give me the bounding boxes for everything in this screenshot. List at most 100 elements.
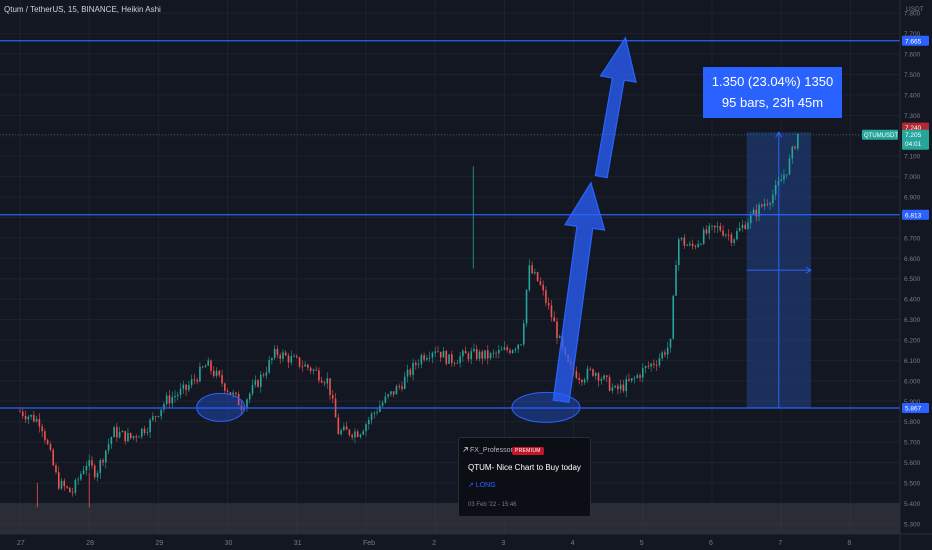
candle-body xyxy=(445,350,448,364)
candle-body xyxy=(77,479,79,481)
level-price-tag: 6.813 xyxy=(905,212,922,219)
candle-body xyxy=(797,133,799,149)
candle-body xyxy=(52,450,55,466)
candle-body xyxy=(514,348,517,351)
candle-body xyxy=(287,355,290,363)
candle-body xyxy=(132,436,135,439)
y-tick-label: 6.600 xyxy=(904,256,921,263)
candle-body xyxy=(307,364,309,368)
candle-body xyxy=(583,379,586,383)
candle-body xyxy=(484,350,486,359)
candle-body xyxy=(417,364,420,365)
candle-body xyxy=(251,384,254,394)
candle-body xyxy=(176,394,179,397)
measure-tooltip: 1.350 (23.04%) 1350 95 bars, 23h 45m xyxy=(703,67,842,118)
candle-body xyxy=(116,427,118,438)
idea-title[interactable]: QTUM- Nice Chart to Buy today xyxy=(468,463,581,472)
candle-body xyxy=(229,392,232,395)
idea-card[interactable]: FX_Professor PREMIUM QTUM- Nice Chart to… xyxy=(458,437,591,517)
candle-body xyxy=(359,434,362,437)
candle-body xyxy=(650,363,652,367)
candle-body xyxy=(545,290,547,303)
candle-body xyxy=(531,265,533,274)
candle-body xyxy=(384,396,387,403)
candle-body xyxy=(713,225,716,228)
candle-body xyxy=(788,158,791,175)
candle-body xyxy=(614,385,616,388)
candle-body xyxy=(315,369,317,371)
level-price-tag-bg xyxy=(902,209,929,220)
x-tick-label: 30 xyxy=(225,540,233,547)
candle-body xyxy=(254,380,257,385)
y-tick-label: 5.600 xyxy=(904,460,921,467)
candle-body xyxy=(232,392,234,395)
candle-body xyxy=(475,348,478,359)
price-axis-bg xyxy=(900,0,932,550)
candle-body xyxy=(340,430,342,435)
x-tick-label: 7 xyxy=(778,540,782,547)
candle-body xyxy=(96,472,99,478)
candle-body xyxy=(575,370,578,379)
candle-body xyxy=(603,375,605,380)
candle-body xyxy=(218,370,221,376)
candle-body xyxy=(741,224,744,228)
candle-body xyxy=(237,393,240,406)
candle-body xyxy=(478,351,481,359)
y-tick-label: 5.700 xyxy=(904,440,921,447)
candle-body xyxy=(675,265,677,296)
candle-body xyxy=(124,431,126,442)
candle-body xyxy=(498,349,500,354)
candle-body xyxy=(146,432,149,434)
y-tick-label: 6.100 xyxy=(904,358,921,365)
symbol-tag-bg xyxy=(862,129,898,140)
candle-body xyxy=(152,416,154,420)
candle-body xyxy=(312,369,315,371)
y-tick-label: 6.500 xyxy=(904,276,921,283)
candle-body xyxy=(121,431,124,433)
chart-header-title: Qtum / TetherUS, 15, BINANCE, Heikin Ash… xyxy=(4,5,161,14)
candle-body xyxy=(550,305,553,318)
y-tick-label: 5.900 xyxy=(904,399,921,406)
candle-body xyxy=(370,413,373,420)
candle-body xyxy=(30,414,32,417)
candle-body xyxy=(608,377,611,391)
candle-body xyxy=(489,353,492,359)
candle-body xyxy=(60,480,63,489)
candle-body xyxy=(401,386,403,389)
candle-body xyxy=(725,234,727,236)
y-tick-label: 6.200 xyxy=(904,337,921,344)
candle-body xyxy=(653,363,655,365)
candle-body xyxy=(362,431,365,435)
idea-author[interactable]: FX_Professor xyxy=(470,447,513,454)
candle-body xyxy=(522,323,525,345)
candle-body xyxy=(722,230,724,236)
candle-body xyxy=(697,243,699,248)
candle-body xyxy=(486,350,489,359)
candle-body xyxy=(323,382,326,384)
candle-body xyxy=(390,391,392,395)
candle-body xyxy=(439,351,442,358)
candle-body xyxy=(406,369,409,377)
support-ellipse xyxy=(196,392,246,422)
candle-body xyxy=(226,390,229,393)
x-tick-label: 2 xyxy=(432,540,436,547)
candle-body xyxy=(730,234,733,243)
candle-body xyxy=(711,225,713,227)
candle-body xyxy=(547,302,550,306)
candle-body xyxy=(276,348,279,355)
candle-body xyxy=(727,234,730,236)
candle-body xyxy=(174,396,176,398)
candle-body xyxy=(462,350,464,357)
candle-body xyxy=(451,354,453,363)
candle-body xyxy=(763,203,766,207)
candle-body xyxy=(265,372,268,376)
candle-body xyxy=(791,146,794,159)
x-tick-label: 8 xyxy=(847,540,851,547)
candle-body xyxy=(473,348,475,352)
candle-body xyxy=(212,370,215,376)
candle-body xyxy=(107,443,110,451)
candle-body xyxy=(318,370,320,381)
candle-body xyxy=(420,355,423,365)
x-tick-label: 5 xyxy=(640,540,644,547)
candle-body xyxy=(193,379,196,381)
